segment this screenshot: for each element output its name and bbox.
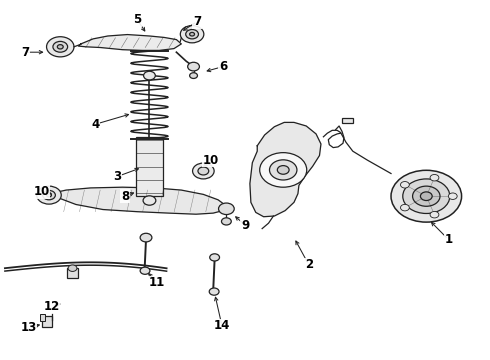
Circle shape <box>193 163 214 179</box>
Circle shape <box>188 62 199 71</box>
Text: 2: 2 <box>305 258 313 271</box>
Circle shape <box>391 170 462 222</box>
Circle shape <box>270 160 297 180</box>
Circle shape <box>47 37 74 57</box>
Circle shape <box>430 175 439 181</box>
Circle shape <box>403 179 450 213</box>
Circle shape <box>57 45 63 49</box>
Circle shape <box>53 41 68 52</box>
Text: 4: 4 <box>92 118 99 131</box>
Circle shape <box>140 233 152 242</box>
Circle shape <box>43 190 55 200</box>
Text: 8: 8 <box>121 190 129 203</box>
Text: 7: 7 <box>193 15 201 28</box>
Circle shape <box>400 204 409 211</box>
Circle shape <box>144 71 155 80</box>
Circle shape <box>68 265 77 271</box>
Circle shape <box>430 211 439 218</box>
Circle shape <box>210 254 220 261</box>
Circle shape <box>221 218 231 225</box>
Text: 9: 9 <box>241 219 249 231</box>
Bar <box>136 137 163 196</box>
Bar <box>67 268 78 278</box>
Text: 10: 10 <box>33 185 50 198</box>
Circle shape <box>420 192 432 201</box>
Circle shape <box>143 196 156 205</box>
Text: 11: 11 <box>148 276 165 289</box>
Bar <box>342 118 353 123</box>
Text: 14: 14 <box>214 319 230 332</box>
Text: 12: 12 <box>43 300 60 312</box>
Circle shape <box>448 193 457 199</box>
Circle shape <box>47 193 51 197</box>
Text: 3: 3 <box>114 170 122 183</box>
Circle shape <box>219 203 234 215</box>
Text: 13: 13 <box>20 321 37 334</box>
Circle shape <box>186 30 198 39</box>
Text: 10: 10 <box>202 154 219 167</box>
Bar <box>40 314 45 321</box>
Circle shape <box>190 32 195 36</box>
Circle shape <box>190 73 197 78</box>
Circle shape <box>180 26 204 43</box>
Circle shape <box>413 186 440 206</box>
Circle shape <box>260 153 307 187</box>
Circle shape <box>400 181 409 188</box>
Polygon shape <box>51 187 225 214</box>
Text: 1: 1 <box>444 233 452 246</box>
Circle shape <box>277 166 289 174</box>
Circle shape <box>209 288 219 295</box>
Circle shape <box>37 186 61 204</box>
Bar <box>42 316 52 327</box>
Polygon shape <box>78 35 181 50</box>
Text: 6: 6 <box>219 60 227 73</box>
Polygon shape <box>250 122 321 217</box>
Circle shape <box>198 167 209 175</box>
Text: 7: 7 <box>22 46 29 59</box>
Circle shape <box>140 267 150 274</box>
Text: 5: 5 <box>133 13 141 26</box>
